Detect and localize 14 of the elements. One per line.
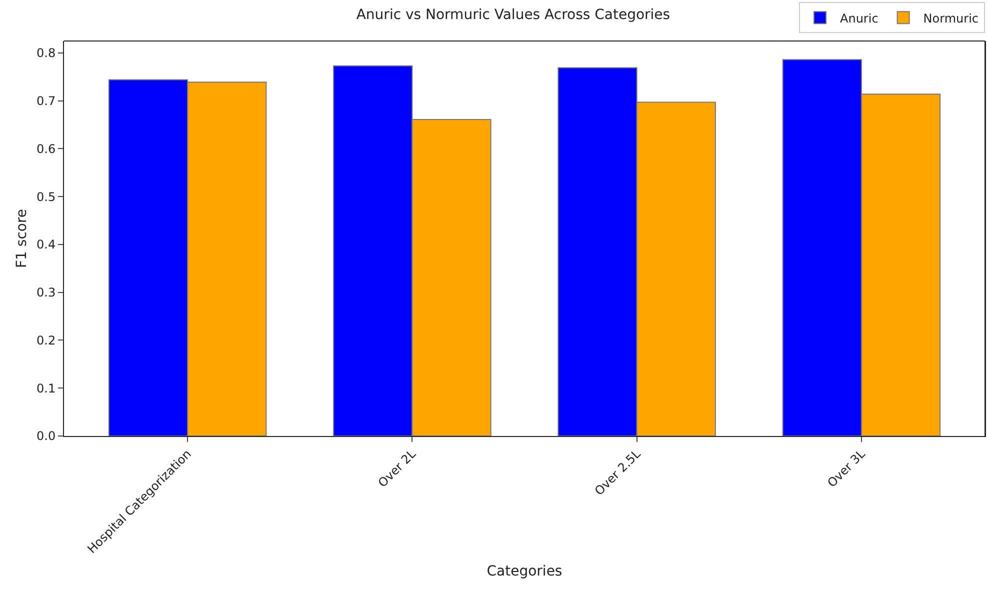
y-tick-label: 0.2: [36, 333, 56, 348]
y-tick-label: 0.8: [36, 46, 56, 60]
y-tick-label: 0.4: [36, 238, 56, 252]
legend-label: Normuric: [923, 11, 978, 26]
chart-title: Anuric vs Normuric Values Across Categories: [356, 6, 670, 23]
y-tick-label: 0.5: [36, 190, 56, 204]
y-tick-label: 0.0: [36, 429, 56, 444]
y-tick-label: 0.3: [36, 286, 56, 300]
y-axis-title: F1 score: [14, 208, 30, 268]
y-tick-label: 0.6: [36, 142, 56, 156]
y-tick-label: 0.7: [36, 94, 56, 108]
y-tick-label: 0.1: [36, 381, 56, 396]
x-axis-title: Categories: [486, 563, 562, 580]
legend-label: Anuric: [840, 11, 878, 26]
